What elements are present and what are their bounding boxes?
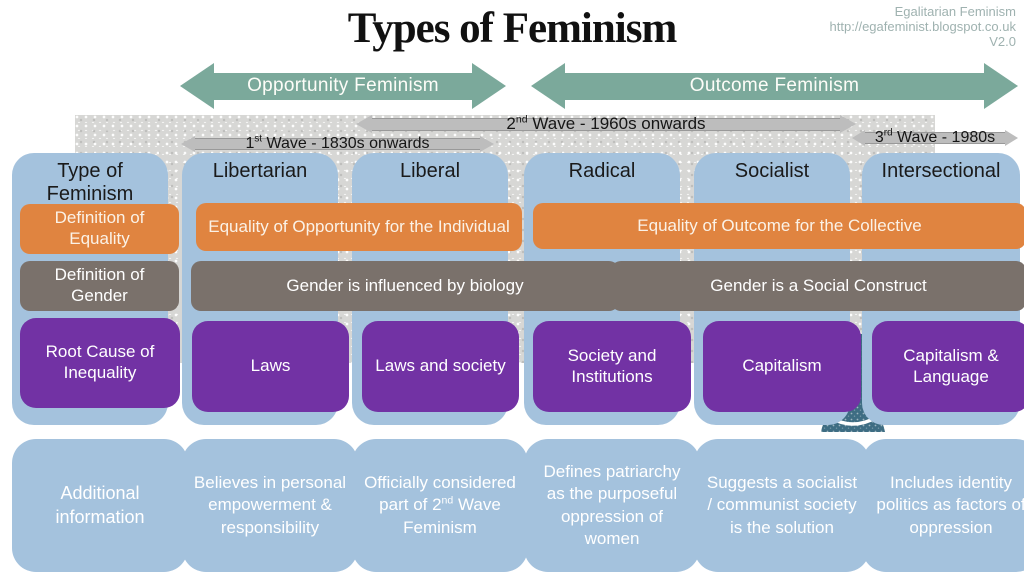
arrow-body xyxy=(865,132,1005,144)
watermark: Egalitarian Feminism http://egafeminist.… xyxy=(830,4,1016,49)
arrow-right-head-icon xyxy=(840,115,856,133)
second-wave-arrow: 2nd Wave - 1960s onwards xyxy=(356,112,856,136)
wave-text: Wave - 1960s onwards xyxy=(527,114,706,133)
column-radical-title: Radical xyxy=(568,160,636,182)
opportunity-feminism-arrow-label: Opportunity Feminism xyxy=(214,72,472,100)
wave-ordinal: rd xyxy=(883,127,893,139)
text-part: Officially considered part of 2 xyxy=(364,473,516,515)
ordinal-suffix: nd xyxy=(441,494,454,507)
arrow-left-head-icon xyxy=(181,136,195,152)
wave-text: Wave - 1980s xyxy=(892,129,996,146)
equality-outcome-bar: Equality of Outcome for the Collective xyxy=(533,203,1024,249)
equality-opportunity-bar: Equality of Opportunity for the Individu… xyxy=(196,203,522,251)
wave-number: 1 xyxy=(245,135,255,152)
wave-ordinal: nd xyxy=(515,113,528,126)
arrow-right-head-icon xyxy=(472,63,506,109)
text-part: Wave Feminism xyxy=(403,495,501,537)
page-title: Types of Feminism xyxy=(347,5,678,52)
additional-info-intersectional: Includes identity politics as factors of… xyxy=(862,439,1024,572)
root-cause-socialist: Capitalism xyxy=(703,321,861,412)
row-label-definition-of-equality: Definition of Equality xyxy=(20,204,179,254)
arrow-left-head-icon xyxy=(852,130,865,146)
root-cause-liberal: Laws and society xyxy=(362,321,519,412)
arrow-body xyxy=(372,117,840,131)
first-wave-label: 1st Wave - 1830s onwards xyxy=(181,133,494,153)
arrow-right-head-icon xyxy=(984,63,1018,109)
first-wave-arrow: 1st Wave - 1830s onwards xyxy=(181,134,494,154)
arrow-body xyxy=(195,138,480,150)
wave-text: Wave - 1830s onwards xyxy=(262,135,430,152)
watermark-url: http://egafeminist.blogspot.co.uk xyxy=(829,19,1016,34)
watermark-version: V2.0 xyxy=(989,34,1016,49)
column-socialist-title: Socialist xyxy=(734,160,810,182)
row-header-column-title: Type of Feminism xyxy=(46,160,134,205)
column-intersectional-title: Intersectional xyxy=(881,160,1001,182)
third-wave-arrow: 3rd Wave - 1980s xyxy=(852,128,1018,148)
additional-info-libertarian: Believes in personal empowerment & respo… xyxy=(182,439,358,572)
gender-social-construct-bar: Gender is a Social Construct xyxy=(611,261,1024,311)
wave-ordinal: st xyxy=(254,133,263,145)
third-wave-label: 3rd Wave - 1980s xyxy=(852,127,1018,147)
root-cause-intersectional: Capitalism & Language xyxy=(872,321,1024,412)
arrow-left-head-icon xyxy=(356,115,372,133)
gender-biology-bar: Gender is influenced by biology xyxy=(191,261,619,311)
column-libertarian-title: Libertarian xyxy=(212,160,308,182)
column-liberal-title: Liberal xyxy=(399,160,461,182)
row-label-root-cause: Root Cause of Inequality xyxy=(20,318,180,408)
outcome-feminism-arrow: Outcome Feminism xyxy=(531,63,1018,109)
root-cause-radical: Society and Institutions xyxy=(533,321,691,412)
watermark-author: Egalitarian Feminism xyxy=(894,4,1016,19)
additional-info-liberal-text: Officially considered part of 2nd Wave F… xyxy=(362,472,518,538)
arrow-right-head-icon xyxy=(480,136,494,152)
arrow-left-head-icon xyxy=(531,63,565,109)
outcome-feminism-arrow-label: Outcome Feminism xyxy=(565,72,984,100)
wave-number: 3 xyxy=(874,129,884,146)
arrow-left-head-icon xyxy=(180,63,214,109)
second-wave-label: 2nd Wave - 1960s onwards xyxy=(356,114,856,134)
opportunity-feminism-arrow: Opportunity Feminism xyxy=(180,63,506,109)
additional-info-socialist: Suggests a socialist / communist society… xyxy=(694,439,870,572)
additional-info-liberal: Officially considered part of 2nd Wave F… xyxy=(352,439,528,572)
wave-number: 2 xyxy=(506,114,516,133)
row-label-additional-information: Additional information xyxy=(12,439,188,572)
additional-info-radical: Defines patriarchy as the purposeful opp… xyxy=(524,439,700,572)
root-cause-libertarian: Laws xyxy=(192,321,349,412)
arrow-right-head-icon xyxy=(1005,130,1018,146)
row-label-definition-of-gender: Definition of Gender xyxy=(20,261,179,311)
